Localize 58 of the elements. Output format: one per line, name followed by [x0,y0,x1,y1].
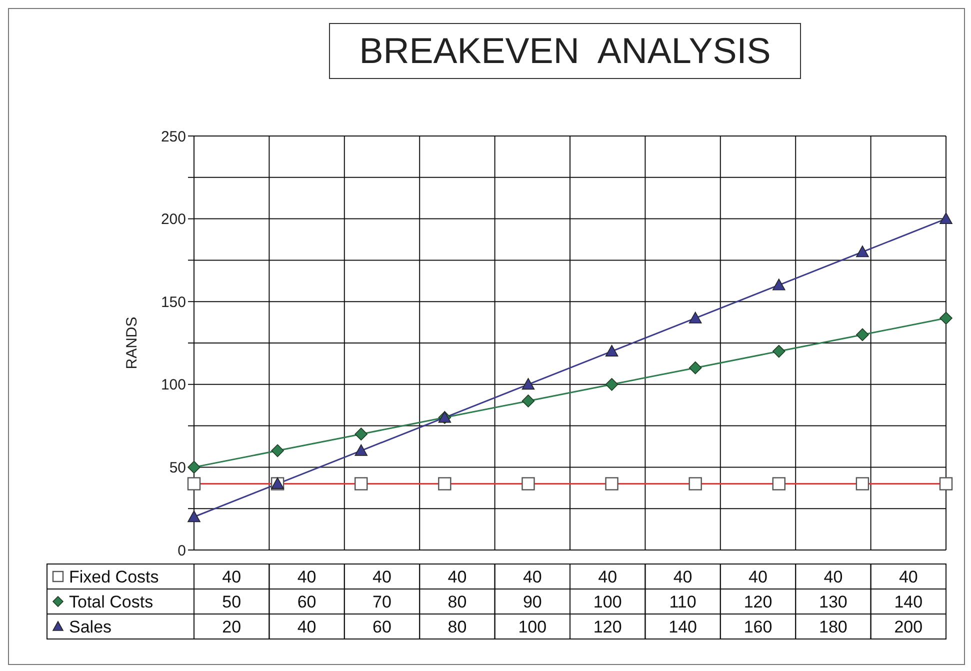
data-label: 90 [522,592,542,612]
point [605,344,618,356]
point [605,378,618,391]
data-label: 200 [894,618,923,636]
point [940,212,952,224]
data-label: 40 [222,568,242,586]
data-label: 180 [819,618,848,636]
data-label: 130 [819,592,848,612]
data-label: 160 [744,618,772,636]
y-tick-label: 200 [160,211,186,228]
y-tick-label: 0 [178,542,186,560]
data-label: 40 [748,568,768,586]
data-label: 40 [898,568,918,586]
point [772,278,786,290]
point [354,428,368,440]
point [271,444,284,458]
point [688,312,702,324]
data-label: 80 [448,592,467,612]
data-label: 70 [372,592,392,612]
point [188,510,200,522]
data-label: 60 [297,592,316,612]
data-label: 100 [518,618,547,636]
chart-title: BREAKEVEN ANALYSIS [329,23,801,79]
point [188,460,200,474]
data-label: 120 [744,592,772,612]
data-label: 120 [593,618,622,636]
data-label: 100 [593,592,622,612]
data-label: 40 [673,568,692,586]
y-tick-label: 250 [160,128,186,146]
point [522,394,535,408]
data-label: 40 [297,618,316,636]
point [772,344,786,358]
y-axis-title: RANDS [123,316,140,370]
point [856,246,869,258]
data-label: 20 [222,618,242,636]
data-label: 40 [522,568,542,586]
data-label: 140 [668,618,697,636]
data-label: 110 [669,592,696,612]
y-tick-label: 50 [169,460,186,477]
legend-label: Fixed Costs [69,568,159,586]
point [940,312,952,325]
legend-label: Sales [69,618,112,636]
data-label: 60 [372,618,392,636]
data-label: 40 [297,568,316,586]
y-tick-label: 150 [160,294,186,311]
data-label: 80 [448,618,467,636]
data-label: 40 [824,568,843,586]
point [522,378,535,390]
data-label: 50 [222,592,242,612]
point [856,328,869,342]
legend-label: Total Costs [69,592,154,612]
data-label: 40 [598,568,618,586]
point [688,361,702,374]
data-label: 140 [894,592,923,612]
data-label: 40 [448,568,467,586]
point [354,444,368,456]
data-label: 40 [372,568,392,586]
y-tick-label: 100 [160,376,186,394]
